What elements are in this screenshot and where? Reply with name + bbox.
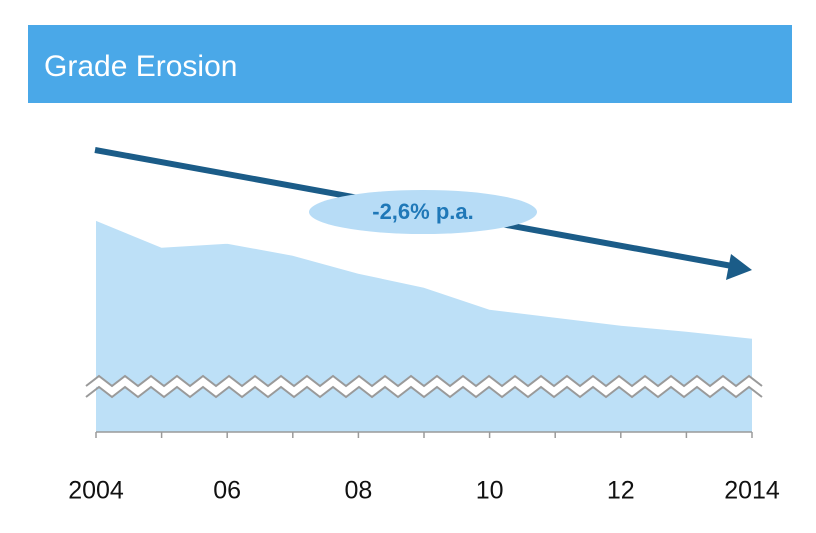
x-tick-label: 06: [213, 477, 241, 505]
break-line: [85, 374, 763, 388]
annotation-bubble: [309, 190, 537, 234]
x-tick-label: 10: [476, 477, 504, 505]
header-bar: [28, 25, 792, 103]
break-line: [85, 385, 763, 399]
chart-title: Grade Erosion: [44, 50, 237, 83]
area-edge: [95, 219, 753, 339]
x-tick-label: 12: [607, 477, 635, 505]
overlay: -2,6% p.a.: [94, 147, 752, 280]
arrow-head: [726, 254, 752, 280]
x-tick-label: 08: [344, 477, 372, 505]
x-tick-label: 2014: [724, 477, 780, 505]
x-tick-label: 2004: [68, 477, 124, 505]
plot: 2004 06 08 10 12 2014: [68, 219, 780, 505]
annotation: -2,6% p.a.: [372, 199, 473, 224]
